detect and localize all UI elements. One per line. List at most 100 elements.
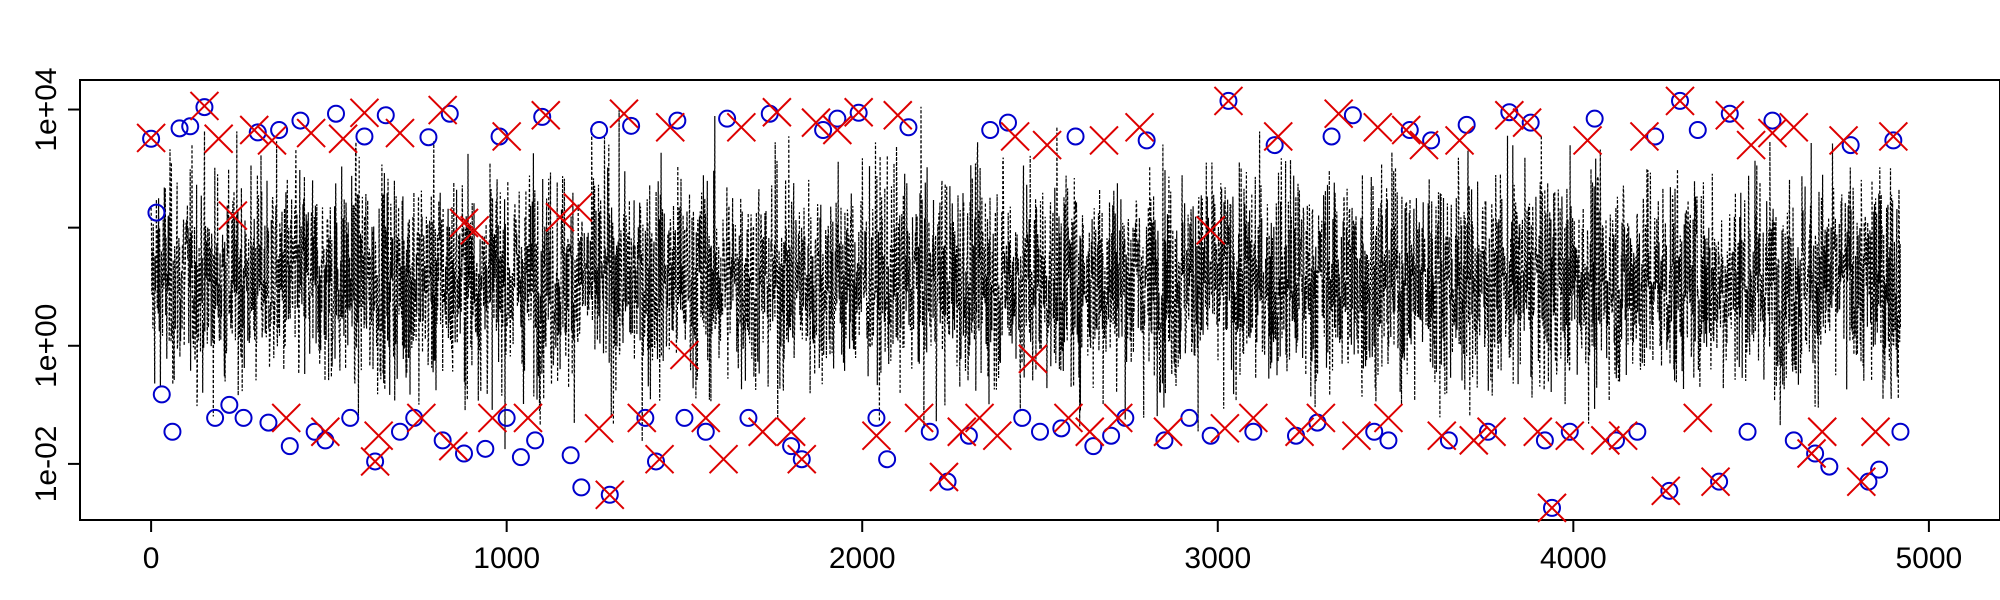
cross-point <box>1284 417 1315 447</box>
cross-point <box>438 431 469 461</box>
circle-point <box>849 103 868 122</box>
cross-point <box>1000 121 1030 152</box>
circle-point <box>1841 136 1860 155</box>
cross-point <box>1878 121 1909 152</box>
cross-point <box>1796 438 1827 469</box>
y-tick-label: 1e+00 <box>30 304 63 388</box>
circle-point <box>878 450 897 469</box>
cross-point <box>904 403 934 433</box>
cross-point <box>1409 130 1439 160</box>
circle-point <box>1013 408 1032 427</box>
cross-point <box>1444 125 1475 156</box>
cross-point <box>1153 417 1183 447</box>
cross-point <box>1608 421 1638 451</box>
cross-point <box>1341 421 1372 451</box>
circle-point <box>572 478 591 497</box>
circle-point <box>590 121 609 140</box>
cross-point <box>477 403 508 433</box>
series-line-path <box>150 106 1901 450</box>
circle-point <box>1066 127 1085 146</box>
cross-point <box>1124 112 1155 143</box>
circle-point <box>1479 422 1497 441</box>
circle-point <box>647 452 665 471</box>
cross-point <box>708 444 739 474</box>
circle-point <box>1720 104 1739 123</box>
x-tick-label: 1000 <box>473 542 540 575</box>
circle-point <box>1660 481 1679 500</box>
circle-point <box>718 109 737 128</box>
cross-point <box>427 95 458 125</box>
cross-point <box>296 118 326 148</box>
circle-point <box>440 104 459 123</box>
cross-point <box>982 421 1013 451</box>
circle-point <box>792 450 811 469</box>
cross-point <box>1757 118 1788 148</box>
cross-point <box>627 403 657 433</box>
cross-point <box>776 417 806 447</box>
cross-point <box>1860 417 1891 447</box>
y-tick-label: 1e+04 <box>30 67 63 151</box>
cross-point <box>929 462 959 492</box>
cross-point <box>513 403 543 433</box>
cross-point <box>762 97 792 127</box>
circle-point <box>1820 457 1839 476</box>
circle-point <box>1628 422 1647 441</box>
cross-point <box>239 115 269 145</box>
circle-point <box>280 437 299 456</box>
circle-point <box>316 431 335 450</box>
circle-point <box>163 422 182 441</box>
cross-point <box>363 421 394 451</box>
cross-point <box>1476 417 1507 447</box>
circle-point <box>1322 127 1341 146</box>
circle-point <box>455 444 473 463</box>
cross-point <box>203 124 234 154</box>
circle-point <box>1870 460 1889 479</box>
circle-point <box>327 104 345 123</box>
circle-point <box>1052 419 1071 438</box>
circle-point <box>1585 109 1604 128</box>
circle-point <box>405 408 424 427</box>
x-tick-label: 3000 <box>1184 542 1251 575</box>
circle-point <box>181 117 200 136</box>
cross-point <box>271 403 301 433</box>
circle-point <box>1710 472 1729 491</box>
cross-point <box>861 421 892 451</box>
circle-point <box>1244 422 1263 441</box>
cross-point <box>1736 130 1766 160</box>
cross-point <box>1683 403 1713 433</box>
cross-point <box>1032 130 1062 160</box>
cross-point <box>1075 417 1105 447</box>
cross-point <box>360 446 390 477</box>
circle-point <box>668 111 687 130</box>
cross-point <box>747 417 778 447</box>
circle-point <box>341 408 360 427</box>
circle-point <box>259 413 278 432</box>
circle-point <box>476 439 495 458</box>
x-tick-label: 0 <box>143 542 160 575</box>
series-line <box>150 106 1901 450</box>
x-tick-label: 2000 <box>829 542 896 575</box>
circle-point <box>622 116 641 135</box>
cross-point <box>1018 344 1048 374</box>
cross-point <box>669 340 700 370</box>
circle-point <box>1137 131 1156 150</box>
circle-point <box>828 109 847 128</box>
circle-point <box>1219 91 1238 110</box>
cross-point <box>1373 403 1404 433</box>
circle-point <box>561 446 580 465</box>
circle-point <box>739 408 758 427</box>
circle-point <box>270 121 289 140</box>
cross-point <box>1665 86 1695 116</box>
cross-point <box>787 444 817 474</box>
circle-point <box>814 121 833 140</box>
cross-point <box>189 91 220 121</box>
cross-point <box>1715 100 1745 130</box>
circle-point <box>1343 106 1362 125</box>
cross-point <box>1828 125 1859 156</box>
circle-point <box>867 408 886 427</box>
circle-point <box>1784 431 1803 450</box>
cross-point <box>328 124 358 154</box>
circle-point <box>1084 437 1103 456</box>
circle-point <box>981 121 1000 140</box>
cross-point <box>1238 403 1269 433</box>
